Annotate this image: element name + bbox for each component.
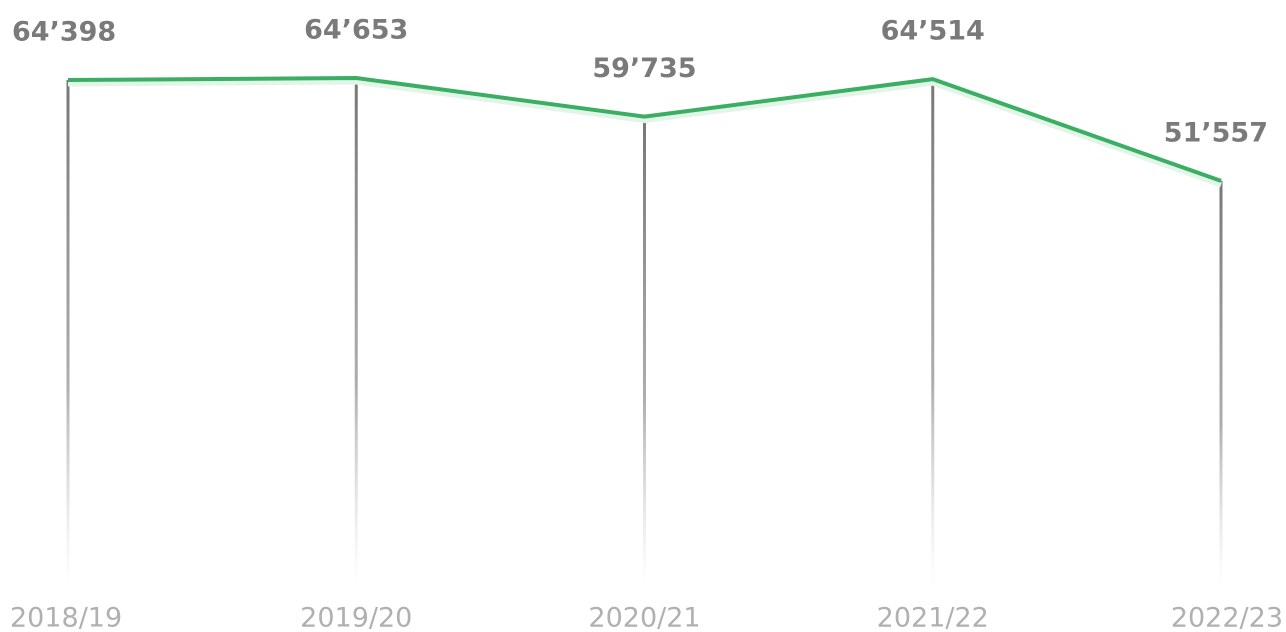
drop-line: [1219, 180, 1223, 586]
x-tick-label: 2022/23: [1171, 603, 1283, 632]
line-shadow: [67, 79, 1222, 188]
value-label: 51’557: [1164, 117, 1268, 148]
value-label: 59’735: [592, 53, 696, 84]
drop-line: [931, 79, 935, 587]
line: [67, 76, 1222, 183]
x-tick-label: 2021/22: [877, 603, 989, 632]
x-tick-label: 2020/21: [588, 603, 700, 632]
value-label: 64’514: [881, 16, 985, 47]
drop-line: [354, 78, 358, 586]
value-label: 64’398: [12, 17, 116, 48]
x-tick-label: 2019/20: [300, 603, 412, 632]
drop-line: [643, 116, 646, 587]
value-label: 64’653: [304, 15, 408, 46]
x-tick-label: 2018/19: [10, 603, 122, 632]
drop-line: [66, 80, 70, 586]
